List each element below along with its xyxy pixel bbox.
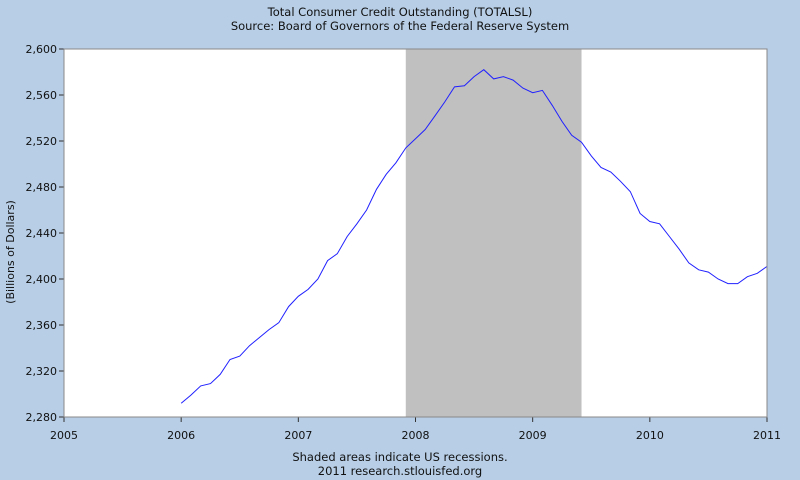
- plot-border: [63, 48, 768, 418]
- y-axis-title: (Billions of Dollars): [4, 200, 17, 304]
- x-tick-label: 2007: [284, 429, 312, 442]
- x-tick-label: 2005: [50, 429, 78, 442]
- y-tick-label: 2,520: [26, 135, 58, 148]
- chart-subtitle: Source: Board of Governors of the Federa…: [231, 19, 569, 33]
- x-tick-label: 2010: [636, 429, 664, 442]
- recession-shading: [405, 49, 582, 417]
- footer-credit: 2011 research.stlouisfed.org: [318, 464, 482, 478]
- x-tick-label: 2006: [167, 429, 195, 442]
- y-tick-label: 2,600: [26, 43, 58, 56]
- chart-title: Total Consumer Credit Outstanding (TOTAL…: [267, 5, 533, 19]
- x-tick-label: 2009: [519, 429, 547, 442]
- y-tick-label: 2,440: [26, 227, 58, 240]
- y-axis: 2,280 2,320 2,360 2,400 2,440 2,480 2,520 2,560…: [26, 43, 64, 424]
- y-tick-label: 2,400: [26, 273, 58, 286]
- x-tick-label: 2008: [402, 429, 430, 442]
- y-tick-label: 2,560: [26, 89, 58, 102]
- y-tick-label: 2,280: [26, 411, 58, 424]
- y-tick-label: 2,480: [26, 181, 58, 194]
- y-tick-label: 2,360: [26, 319, 58, 332]
- footer-note: Shaded areas indicate US recessions.: [292, 450, 507, 464]
- x-axis: 2005 2006 2007 2008 2009 2010 2011: [50, 417, 781, 442]
- x-tick-label: 2011: [753, 429, 781, 442]
- y-tick-label: 2,320: [26, 365, 58, 378]
- series-line: [180, 69, 768, 404]
